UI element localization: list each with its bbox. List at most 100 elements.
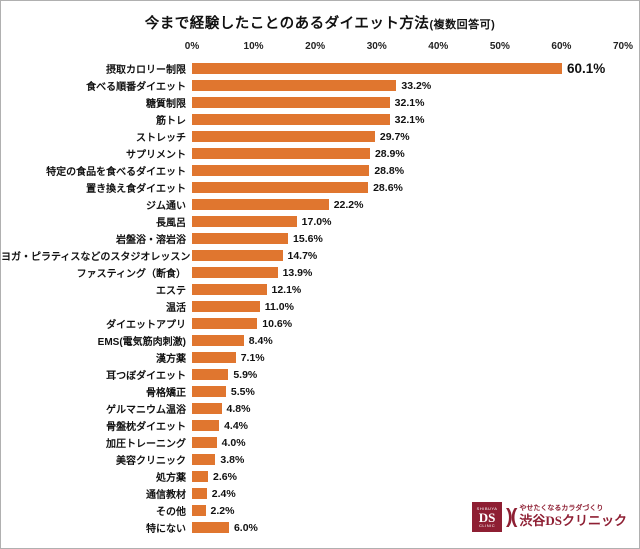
bar-value-label: 11.0% <box>264 300 294 313</box>
bar-row: 加圧トレーニング 4.0% <box>1 434 639 451</box>
x-axis-tick: 70% <box>612 41 634 52</box>
bar-category-label: 筋トレ <box>156 116 186 127</box>
bar-value-label: 7.1% <box>240 351 265 364</box>
bar <box>192 386 226 397</box>
bar-category-label: 骨盤枕ダイエット <box>106 422 186 433</box>
bar <box>192 233 289 244</box>
bar-value-label: 28.9% <box>374 147 405 160</box>
bar-plot-area: 13.9% <box>192 266 623 279</box>
bar <box>192 488 207 499</box>
bar <box>192 318 258 329</box>
bar-plot-area: 2.2% <box>192 504 623 517</box>
bar-row: その他 2.2% <box>1 502 639 519</box>
bar-value-label: 17.0% <box>301 215 332 228</box>
bar <box>192 505 206 516</box>
bar-plot-area: 28.9% <box>192 147 623 160</box>
bar-plot-area: 2.4% <box>192 487 623 500</box>
bar-row: 糖質制限 32.1% <box>1 94 639 111</box>
bar-category-label: ヨガ・ピラティスなどのスタジオレッスン <box>1 252 191 263</box>
chart-title: 今まで経験したことのあるダイエット方法(複数回答可) <box>1 12 639 33</box>
x-axis-tick: 10% <box>243 41 264 52</box>
logo-text: やせたくなるカラダづくり 渋谷DSクリニック <box>519 505 627 529</box>
bar <box>192 403 222 414</box>
bar-category-label: ダイエットアプリ <box>106 320 186 331</box>
bar-value-label: 2.6% <box>213 470 237 483</box>
bar-plot-area: 14.7% <box>192 249 623 262</box>
bar <box>192 63 563 74</box>
bar-row: 通信教材 2.4% <box>1 485 639 502</box>
bar-value-label: 8.4% <box>248 334 273 347</box>
bar-category-label: ゲルマニウム温浴 <box>106 405 186 416</box>
bar-plot-area: 12.1% <box>192 284 623 296</box>
bar-row: 筋トレ 32.1% <box>1 111 639 128</box>
bar-value-label: 4.4% <box>224 419 249 432</box>
bar-value-label: 2.2% <box>210 504 235 517</box>
bar-row: サプリメント 28.9% <box>1 145 639 162</box>
bar-value-label: 14.7% <box>287 249 318 262</box>
bar-category-label: 糖質制限 <box>146 99 186 110</box>
bar-category-label: ジム通い <box>146 201 186 212</box>
bar-value-label: 13.9% <box>282 266 313 279</box>
bar-row: 骨盤枕ダイエット 4.4% <box>1 417 639 434</box>
bar-value-label: 32.1% <box>394 96 425 109</box>
bar-row: EMS(電気筋肉刺激) 8.4% <box>1 332 639 349</box>
bar-plot-area: 3.8% <box>192 453 623 466</box>
bar-value-label: 60.1% <box>567 61 606 76</box>
logo-paren-mark: )( <box>506 506 517 528</box>
bar-value-label: 5.5% <box>230 385 255 398</box>
clinic-logo: SHIBUYA DS CLINIC )( やせたくなるカラダづくり 渋谷DSクリ… <box>472 502 627 532</box>
bar <box>192 267 278 278</box>
bar <box>192 352 236 363</box>
bar-category-label: EMS(電気筋肉刺激) <box>97 337 186 348</box>
bar-category-label: 処方薬 <box>156 473 186 484</box>
bar-category-label: 食べる順番ダイエット <box>86 82 186 93</box>
bar-category-label: 特にない <box>146 524 186 535</box>
bar-plot-area: 11.0% <box>192 300 623 313</box>
bar-category-label: ストレッチ <box>136 133 186 144</box>
bar-category-label: その他 <box>156 507 186 518</box>
bar <box>192 437 217 448</box>
bar-value-label: 4.0% <box>221 436 246 449</box>
bar-row: エステ 12.1% <box>1 281 639 298</box>
bar-plot-area: 33.2% <box>192 80 623 92</box>
bar-row: ファスティング（断食） 13.9% <box>1 264 639 281</box>
bar-category-label: 耳つぼダイエット <box>106 371 186 382</box>
bar-value-label: 3.8% <box>220 453 245 466</box>
bar <box>192 80 397 91</box>
emblem-top-text: SHIBUYA <box>476 505 498 511</box>
bar-row: 特にない 6.0% <box>1 519 639 536</box>
bar-category-label: 岩盤浴・溶岩浴 <box>116 235 186 246</box>
bar-plot-area: 22.2% <box>192 199 623 211</box>
bar-value-label: 29.7% <box>379 130 410 143</box>
bar-category-label: エステ <box>156 286 186 297</box>
x-axis: 0% 10% 20% 30% 40% 50% 60% 70% <box>185 41 633 57</box>
x-axis-tick: 40% <box>428 41 449 52</box>
bar-plot-area: 7.1% <box>192 351 623 364</box>
chart-title-main: 今まで経験したことのあるダイエット方法 <box>144 16 430 32</box>
bar-rows: 摂取カロリー制限 60.1% 食べる順番ダイエット 33.2% 糖質制限 32.1% 筋トレ… <box>1 60 639 536</box>
bar-category-label: 加圧トレーニング <box>106 439 186 450</box>
bar-category-label: 温活 <box>166 303 186 314</box>
bar-row: 漢方薬 7.1% <box>1 349 639 366</box>
bar <box>192 471 208 482</box>
bar-value-label: 2.4% <box>211 487 236 500</box>
bar-category-label: 摂取カロリー制限 <box>106 65 186 76</box>
bar-plot-area: 4.4% <box>192 419 623 432</box>
logo-tagline: やせたくなるカラダづくり <box>519 505 604 512</box>
bar <box>192 216 297 227</box>
bar <box>192 182 369 193</box>
x-axis-tick: 0% <box>184 41 200 52</box>
bar-row: 骨格矯正 5.5% <box>1 383 639 400</box>
bar-plot-area: 60.1% <box>192 61 623 76</box>
bar-row: 特定の食品を食べるダイエット 28.8% <box>1 162 639 179</box>
bar-category-label: 置き換え食ダイエット <box>86 184 186 195</box>
bar-plot-area: 29.7% <box>192 130 623 143</box>
bar-row: 処方薬 2.6% <box>1 468 639 485</box>
bar-value-label: 5.9% <box>233 368 258 381</box>
bar-category-label: 骨格矯正 <box>146 388 186 399</box>
bar-category-label: 美容クリニック <box>116 456 186 467</box>
bar <box>192 148 370 159</box>
bar <box>192 165 370 176</box>
bar-plot-area: 28.8% <box>192 165 623 177</box>
bar <box>192 114 390 125</box>
